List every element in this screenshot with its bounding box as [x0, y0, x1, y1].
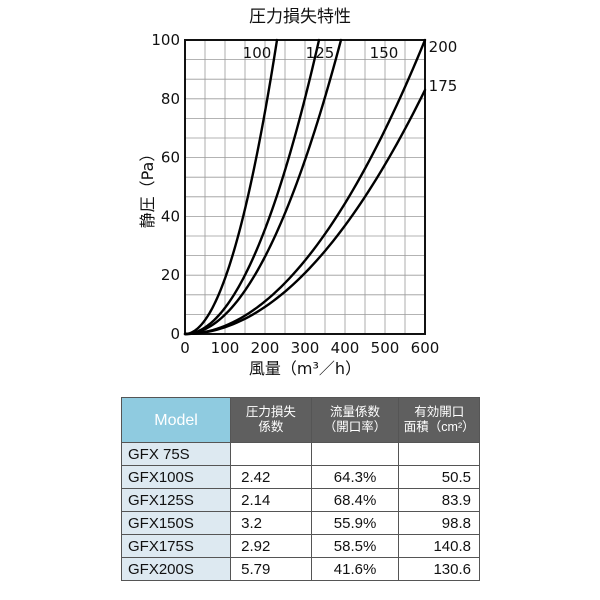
flow-coefficient-cell: 41.6% [310, 557, 400, 581]
table-row: GFX200S 5.79 41.6% 130.6 [120, 557, 480, 581]
model-cell: GFX175S [120, 534, 232, 558]
x-tick-label: 600 [411, 339, 440, 357]
curve-label-150: 150 [370, 44, 399, 62]
pressure-loss-cell: 2.14 [230, 488, 312, 512]
model-cell: GFX125S [120, 488, 232, 512]
table-header-row: Model 圧力損失 係数 流量係数 （開口率） 有効開口 面積（cm²） [120, 397, 480, 443]
header-pressure-loss-coefficient: 圧力損失 係数 [230, 397, 312, 443]
y-tick-label: 40 [161, 207, 180, 225]
opening-area-cell [398, 442, 480, 466]
flow-coefficient-cell: 58.5% [310, 534, 400, 558]
model-cell: GFX200S [120, 557, 232, 581]
model-cell: GFX 75S [120, 442, 232, 466]
header-flow-coefficient: 流量係数 （開口率） [310, 397, 400, 443]
x-tick-label: 300 [291, 339, 320, 357]
opening-area-cell: 83.9 [398, 488, 480, 512]
chart-curves: 100 125 150 175 200 [183, 38, 458, 336]
curve-100 [183, 38, 279, 336]
table-row: GFX175S 2.92 58.5% 140.8 [120, 534, 480, 558]
opening-area-cell: 50.5 [398, 465, 480, 489]
y-tick-label: 80 [161, 90, 180, 108]
y-tick-label: 100 [151, 31, 180, 49]
table-row: GFX100S 2.42 64.3% 50.5 [120, 465, 480, 489]
curve-label-200: 200 [429, 38, 458, 56]
pressure-loss-cell: 2.92 [230, 534, 312, 558]
model-cell: GFX150S [120, 511, 232, 535]
plot-frame [184, 39, 426, 335]
y-tick-label: 20 [161, 266, 180, 284]
pressure-loss-cell [230, 442, 312, 466]
pressure-loss-cell: 2.42 [230, 465, 312, 489]
x-axis-label: 風量（m³／h） [249, 359, 361, 378]
opening-area-cell: 98.8 [398, 511, 480, 535]
y-tick-label: 60 [161, 149, 180, 167]
table-row: GFX125S 2.14 68.4% 83.9 [120, 488, 480, 512]
chart-ticks: 0 100 200 300 400 500 600 0 20 40 60 80 100 [151, 31, 439, 357]
x-tick-label: 200 [251, 339, 280, 357]
model-cell: GFX100S [120, 465, 232, 489]
flow-coefficient-cell: 68.4% [310, 488, 400, 512]
flow-coefficient-cell: 64.3% [310, 465, 400, 489]
spec-table: Model 圧力損失 係数 流量係数 （開口率） 有効開口 面積（cm²） GF… [120, 397, 480, 581]
x-tick-label: 0 [180, 339, 190, 357]
opening-area-cell: 130.6 [398, 557, 480, 581]
pressure-loss-chart: 圧力損失特性 0 100 200 300 400 500 600 0 20 40 60 80 100 1… [138, 7, 458, 378]
curve-200 [183, 38, 427, 336]
opening-area-cell: 140.8 [398, 534, 480, 558]
flow-coefficient-cell: 55.9% [310, 511, 400, 535]
curve-150 [183, 38, 343, 336]
x-tick-label: 100 [211, 339, 240, 357]
x-tick-label: 500 [371, 339, 400, 357]
x-tick-label: 400 [331, 339, 360, 357]
pressure-loss-cell: 5.79 [230, 557, 312, 581]
curve-125 [183, 38, 321, 336]
flow-coefficient-cell [310, 442, 400, 466]
table-row: GFX 75S [120, 442, 480, 466]
chart-title: 圧力損失特性 [249, 7, 351, 27]
pressure-loss-cell: 3.2 [230, 511, 312, 535]
curve-label-175: 175 [429, 77, 458, 95]
y-tick-label: 0 [170, 325, 180, 343]
curve-label-100: 100 [243, 44, 272, 62]
y-axis-label: 静圧（Pa） [138, 146, 157, 229]
curve-label-125: 125 [306, 44, 335, 62]
curve-175 [183, 88, 427, 336]
header-effective-opening-area: 有効開口 面積（cm²） [398, 397, 480, 443]
header-model: Model [120, 397, 232, 443]
table-row: GFX150S 3.2 55.9% 98.8 [120, 511, 480, 535]
